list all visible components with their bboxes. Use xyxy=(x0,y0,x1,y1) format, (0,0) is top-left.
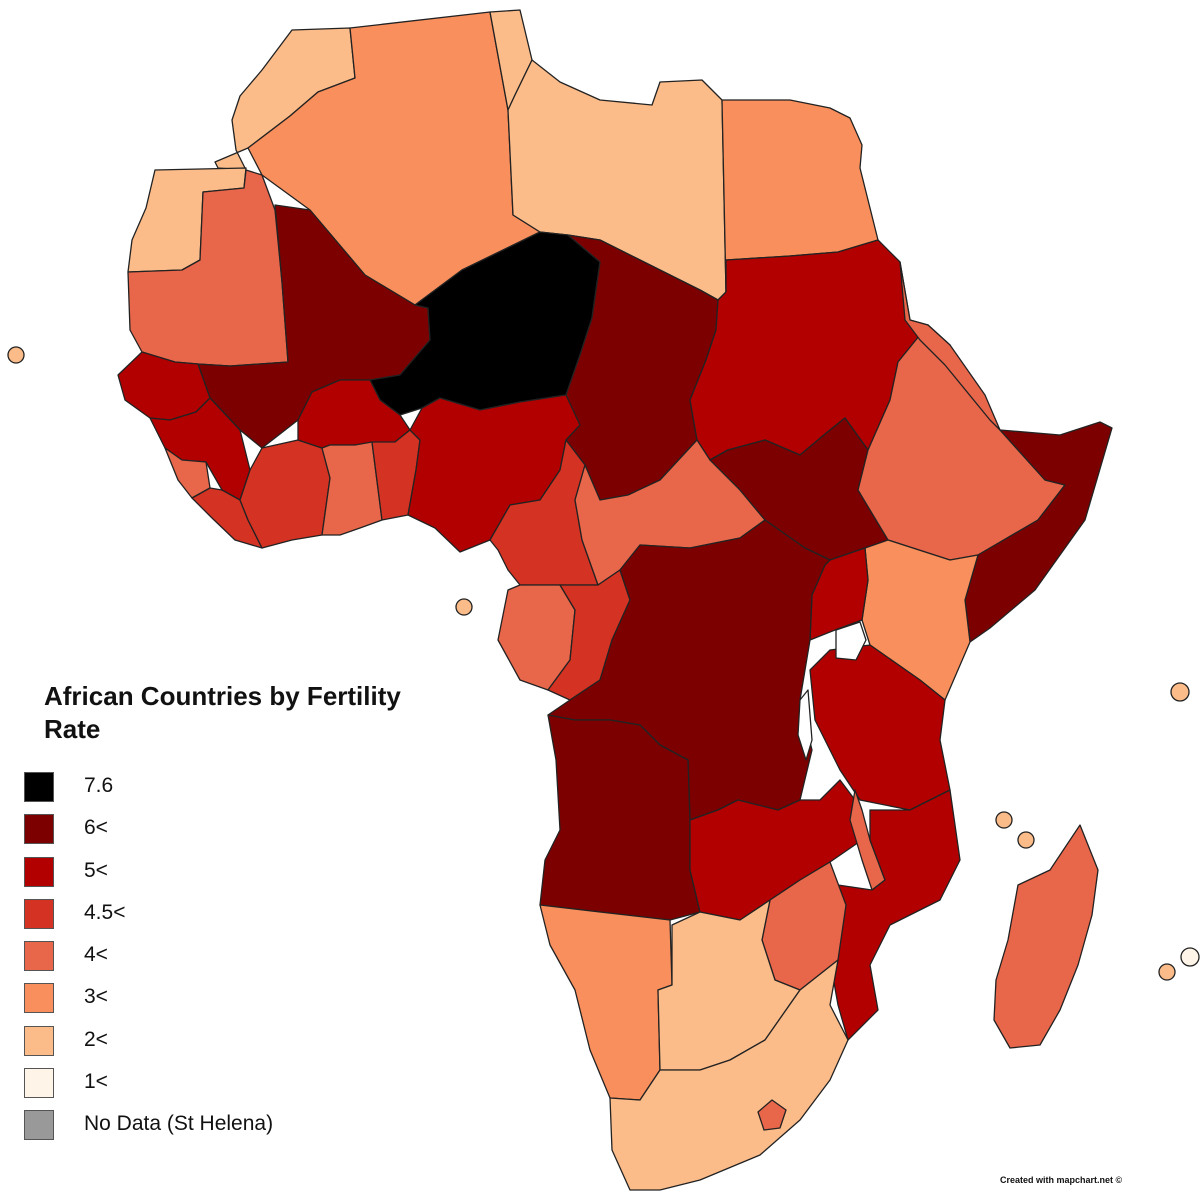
legend-swatch xyxy=(24,941,54,972)
lake-victoria xyxy=(835,621,867,661)
region-comoros-1 xyxy=(995,811,1013,829)
region-madagascar xyxy=(993,824,1099,1049)
region-ivory-coast xyxy=(239,439,331,549)
legend-label: 2< xyxy=(84,1027,108,1051)
legend-label: 5< xyxy=(84,858,108,882)
region-tanzania xyxy=(809,644,951,811)
legend-swatch xyxy=(24,772,54,802)
legend-label: 4< xyxy=(84,943,108,967)
legend-swatch xyxy=(24,856,54,887)
region-lesotho xyxy=(757,1099,787,1131)
legend-label: 6< xyxy=(84,816,108,840)
legend-swatch xyxy=(24,983,54,1014)
legend-title: African Countries by Fertility Rate xyxy=(44,681,401,744)
region-ghana xyxy=(321,441,383,536)
region-sao-tome xyxy=(455,598,473,616)
legend-label: 1< xyxy=(84,1070,108,1094)
credit-text: Created with mapchart.net © xyxy=(1000,1175,1123,1185)
legend-label: 7.6 xyxy=(84,774,114,797)
region-namibia xyxy=(539,904,673,1101)
region-comoros-2 xyxy=(1017,831,1035,849)
region-seychelles xyxy=(1170,682,1190,702)
legend-swatch xyxy=(24,1025,54,1056)
legend-swatch xyxy=(24,1110,54,1141)
legend-swatch xyxy=(24,814,54,845)
region-somalia xyxy=(964,421,1113,643)
legend-label: 4.5< xyxy=(84,900,126,924)
legend-swatch xyxy=(24,1068,54,1099)
legend-label: 3< xyxy=(84,985,108,1009)
region-south-africa xyxy=(609,959,849,1191)
region-cape-verde xyxy=(7,346,25,364)
legend-label: No Data (St Helena) xyxy=(84,1112,274,1136)
region-mauritius xyxy=(1158,963,1176,981)
region-reunion xyxy=(1180,947,1200,967)
legend-swatch xyxy=(24,898,54,929)
lake-tanganyika xyxy=(797,689,813,761)
